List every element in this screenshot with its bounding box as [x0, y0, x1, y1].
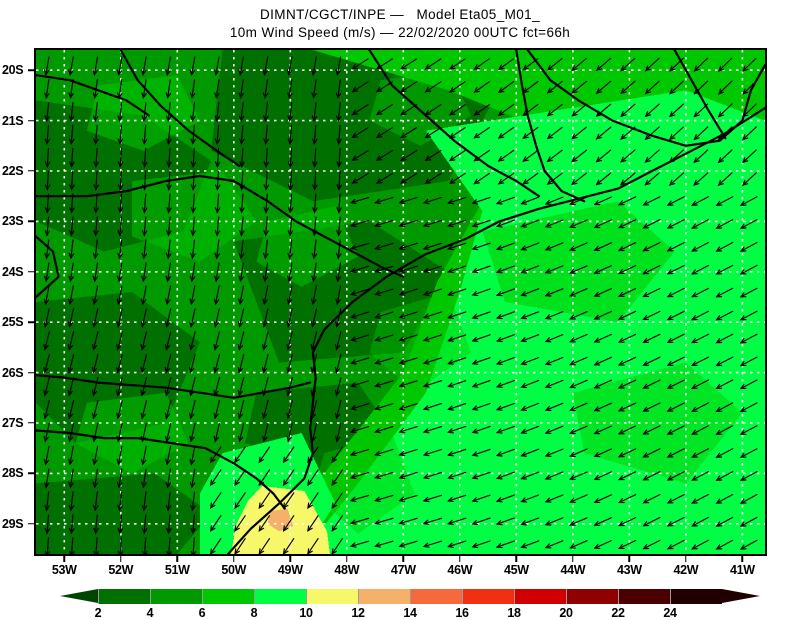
- x-axis-label-41w: 41W: [729, 563, 755, 577]
- colorbar: 2 4 6 8 10 12 14 16 18 20 22 24: [60, 589, 760, 620]
- y-axis-tick: [28, 321, 34, 323]
- y-axis-tick: [28, 371, 34, 374]
- y-axis-tick: [28, 523, 34, 525]
- colorbar-segment: [566, 589, 618, 604]
- colorbar-segment: [150, 589, 202, 604]
- colorbar-tick-label: 16: [455, 606, 469, 620]
- y-axis-label-27s: 27S: [2, 415, 24, 430]
- y-axis-label-24s: 24S: [2, 264, 24, 279]
- figure-title: DIMNT/CGCT/INPE — Model Eta05_M01_ 10m W…: [0, 6, 800, 42]
- x-axis-tick: [346, 556, 348, 562]
- x-axis-tick: [176, 556, 179, 562]
- colorbar-tick-label: 12: [351, 606, 365, 620]
- y-axis-label-22s: 22S: [2, 163, 24, 178]
- y-axis-tick: [28, 220, 34, 223]
- colorbar-segment: [410, 589, 462, 604]
- y-axis-label-26s: 26S: [2, 365, 24, 380]
- y-axis-tick: [28, 422, 34, 424]
- x-axis-label-44w: 44W: [560, 563, 586, 577]
- y-axis-label-29s: 29S: [2, 516, 24, 531]
- y-axis-tick: [28, 170, 34, 172]
- title-line-2: 10m Wind Speed (m/s) — 22/02/2020 00UTC …: [229, 25, 571, 40]
- x-axis-tick: [685, 556, 687, 562]
- x-axis-label-49w: 49W: [277, 563, 303, 577]
- colorbar-tick-label: 2: [94, 606, 102, 620]
- x-axis-tick: [402, 556, 405, 562]
- colorbar-segment: [202, 589, 254, 604]
- colorbar-segment: [462, 589, 514, 604]
- y-axis-label-21s: 21S: [2, 113, 24, 128]
- x-axis-tick: [459, 556, 461, 562]
- colorbar-tick-label: 6: [198, 606, 206, 620]
- x-axis-label-47w: 47W: [390, 563, 416, 577]
- x-axis-label-42w: 42W: [673, 563, 699, 577]
- x-axis-label-48w: 48W: [334, 563, 360, 577]
- colorbar-segment: [618, 589, 670, 604]
- colorbar-tick-label: 24: [663, 606, 677, 620]
- x-axis-label-53w: 53W: [51, 563, 77, 577]
- x-axis-label-43w: 43W: [616, 563, 642, 577]
- x-axis-label-50w: 50W: [221, 563, 247, 577]
- x-axis-label-51w: 51W: [164, 563, 190, 577]
- x-axis-tick: [63, 556, 65, 562]
- x-axis-tick: [572, 556, 574, 562]
- x-axis-label-45w: 45W: [503, 563, 529, 577]
- colorbar-tick-label: 8: [250, 606, 258, 620]
- colorbar-under-cap: [60, 589, 98, 603]
- y-axis-label-25s: 25S: [2, 315, 24, 330]
- colorbar-tick-label: 22: [611, 606, 625, 620]
- y-axis-tick: [28, 271, 34, 273]
- colorbar-tick-label: 18: [507, 606, 521, 620]
- colorbar-over-cap: [722, 589, 760, 603]
- x-axis-tick: [233, 556, 235, 562]
- colorbar-segment: [514, 589, 566, 604]
- y-axis-label-23s: 23S: [2, 214, 24, 229]
- colorbar-segment: [306, 589, 358, 604]
- colorbar-tick-label: 10: [299, 606, 313, 620]
- colorbar-tick-label: 20: [559, 606, 573, 620]
- x-axis-tick: [289, 556, 292, 562]
- title-line-1: DIMNT/CGCT/INPE — Model Eta05_M01_: [260, 7, 540, 22]
- colorbar-tick-label: 4: [146, 606, 154, 620]
- map-plot-area: [34, 48, 767, 556]
- y-axis-tick: [28, 119, 34, 122]
- x-axis-tick: [741, 556, 744, 562]
- y-axis-tick: [28, 69, 34, 71]
- x-axis-tick: [120, 556, 122, 562]
- x-axis-tick: [515, 556, 518, 562]
- colorbar-tick-label: 14: [403, 606, 417, 620]
- x-axis-label-52w: 52W: [108, 563, 134, 577]
- colorbar-segment: [670, 589, 722, 604]
- wind-speed-field: [36, 50, 765, 554]
- y-axis-label-20s: 20S: [2, 63, 24, 78]
- y-axis-label-28s: 28S: [2, 466, 24, 481]
- x-axis-tick: [628, 556, 631, 562]
- colorbar-segment: [254, 589, 306, 604]
- y-axis-tick: [28, 472, 34, 475]
- colorbar-segment: [98, 589, 150, 604]
- x-axis-label-46w: 46W: [447, 563, 473, 577]
- colorbar-segment: [358, 589, 410, 604]
